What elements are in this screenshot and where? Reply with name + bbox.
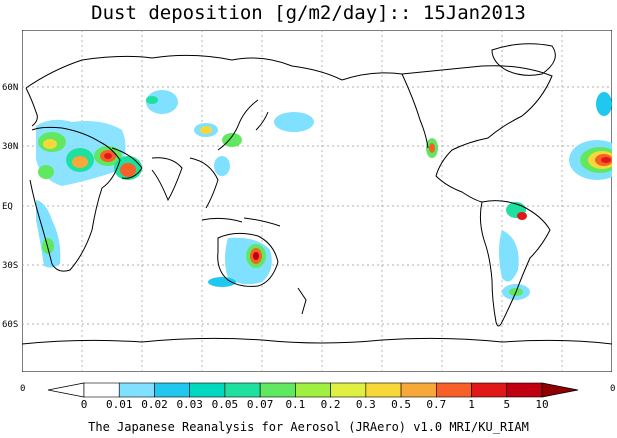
dust-field [36, 90, 617, 300]
colorbar-tick-label: 0.01 [105, 398, 133, 411]
colorbar-tick-label: 0.2 [320, 398, 341, 411]
colorbar-tick-label: 0 [80, 398, 88, 411]
colorbar-tick-label: 0.7 [426, 398, 447, 411]
colorbar-right-end-label: 0 [610, 384, 616, 394]
colorbar-tick-label: 1 [468, 398, 475, 411]
map-panel [21, 29, 617, 376]
colorbar-tick-label: 10 [535, 398, 549, 411]
lat-label-60s: 60S [2, 320, 19, 330]
colorbar-swatch [330, 382, 367, 398]
colorbar-swatch [259, 382, 296, 398]
colorbar-tick-label: 0.07 [246, 398, 274, 411]
colorbar-swatch [400, 382, 437, 398]
colorbar-tick-label: 5 [503, 398, 511, 411]
colorbar-swatch [83, 382, 120, 398]
lat-label-30n: 30N [2, 142, 19, 152]
colorbar-swatch [154, 382, 190, 398]
coastlines [21, 43, 613, 345]
lat-label-eq: EQ [2, 202, 13, 212]
colorbar-swatch [471, 382, 508, 398]
colorbar-tick-label: 0.02 [141, 398, 168, 411]
colorbar-swatch [224, 382, 261, 398]
colorbar-tick-label: 0.1 [285, 398, 306, 411]
footer-credit: The Japanese Reanalysis for Aerosol (JRA… [88, 420, 529, 434]
colorbar-swatch [118, 382, 155, 398]
colorbar-swatch [189, 382, 226, 398]
colorbar [47, 382, 579, 398]
lat-label-30s: 30S [2, 261, 19, 271]
map-title: Dust deposition [g/m2/day]:: 15Jan2013 [91, 2, 526, 24]
colorbar-tick-label: 0.05 [211, 398, 239, 411]
colorbar-swatch [436, 382, 472, 398]
lat-label-60n: 60N [2, 83, 19, 93]
colorbar-swatch [506, 382, 543, 398]
colorbar-left-end-label: 0 [20, 384, 26, 394]
colorbar-tick-label: 0.03 [176, 398, 203, 411]
colorbar-swatch [295, 382, 331, 398]
colorbar-tick-label: 0.5 [391, 398, 411, 411]
colorbar-swatch [365, 382, 402, 398]
world-map [21, 29, 617, 373]
colorbar-tick-label: 0.3 [355, 398, 376, 411]
